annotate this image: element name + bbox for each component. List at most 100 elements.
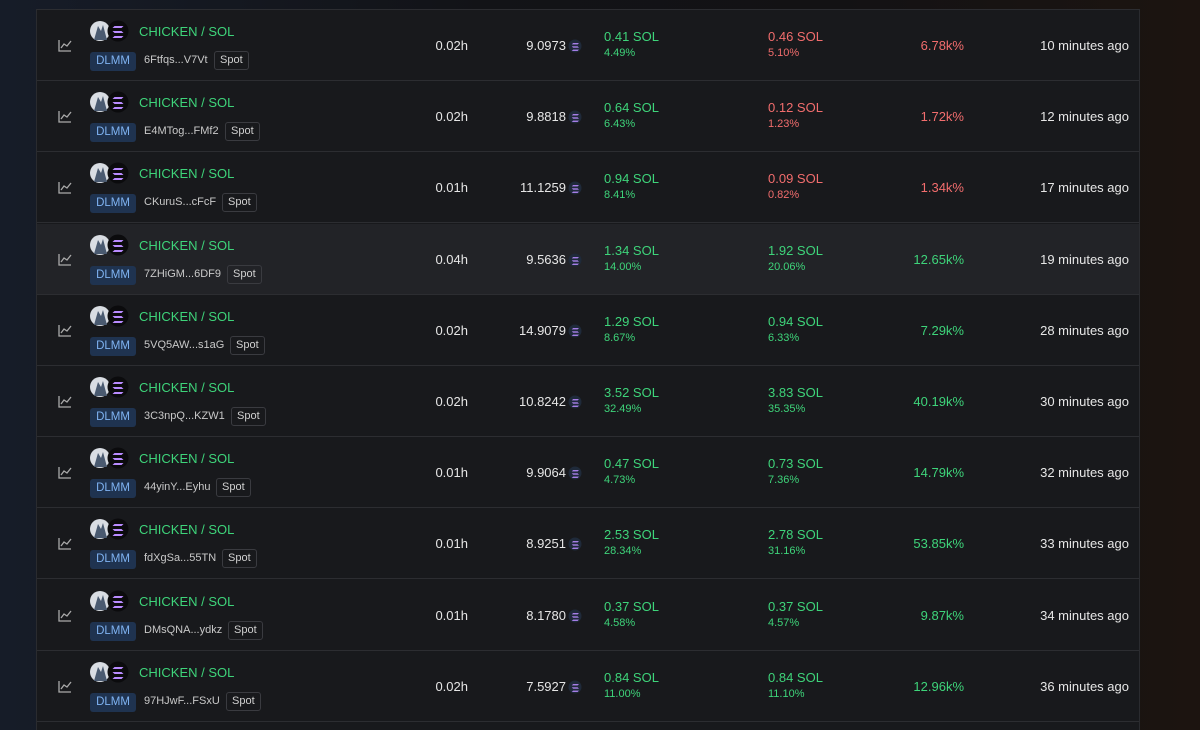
time-ago: 17 minutes ago bbox=[1040, 180, 1129, 196]
position-row[interactable]: CHICKEN / SOL DLMM 7ZHiGM...6DF9 Spot 0.04h 9… bbox=[37, 223, 1139, 295]
pool-address: 5VQ5AW...s1aG bbox=[144, 338, 225, 351]
strategy-tag: Spot bbox=[222, 193, 257, 213]
position-age: 0.01h bbox=[435, 536, 468, 552]
position-age: 0.02h bbox=[435, 678, 468, 694]
pnl-amount: 0.73 SOL bbox=[768, 456, 823, 472]
fees-amount: 2.53 SOL bbox=[604, 527, 659, 543]
roi: 1.72k% bbox=[920, 109, 964, 125]
position-age: 0.01h bbox=[435, 465, 468, 481]
price: 14.9079 bbox=[519, 322, 566, 338]
sol-avatar bbox=[107, 661, 129, 683]
position-row[interactable]: CHICKEN / SOL DLMM 6Ftfqs...V7Vt Spot 0.02h 9… bbox=[37, 10, 1139, 81]
time-ago: 32 minutes ago bbox=[1040, 465, 1129, 481]
pnl-amount: 3.83 SOL bbox=[768, 385, 823, 400]
chart-icon[interactable] bbox=[57, 465, 73, 481]
chart-icon[interactable] bbox=[57, 323, 73, 339]
price: 9.5636 bbox=[526, 251, 566, 267]
pnl-percent: 1.23% bbox=[768, 118, 800, 131]
position-row[interactable]: CHICKEN / SOL DLMM DMsQNA...ydkz Spot 0.01h 8… bbox=[37, 580, 1139, 651]
chart-icon[interactable] bbox=[57, 180, 73, 196]
roi: 40.19k% bbox=[913, 394, 964, 409]
chart-icon[interactable] bbox=[57, 536, 73, 552]
roi: 12.65k% bbox=[913, 251, 964, 267]
pnl-amount: 2.78 SOL bbox=[768, 527, 823, 543]
price: 7.5927 bbox=[526, 678, 566, 694]
roi: 53.85k% bbox=[913, 536, 964, 552]
fees-percent: 14.00% bbox=[604, 260, 642, 273]
time-ago: 12 minutes ago bbox=[1040, 109, 1129, 125]
pair-name: CHICKEN / SOL bbox=[139, 593, 235, 609]
chart-icon[interactable] bbox=[57, 38, 73, 54]
chart-icon[interactable] bbox=[57, 608, 73, 624]
pool-type-badge: DLMM bbox=[90, 52, 136, 71]
fees-percent: 28.34% bbox=[604, 545, 642, 558]
pool-type-badge: DLMM bbox=[90, 265, 136, 285]
position-row[interactable]: CHICKEN / SOL DLMM 97HJwF...FSxU Spot 0.02h 7… bbox=[37, 651, 1139, 722]
roi: 1.34k% bbox=[920, 180, 964, 196]
position-row[interactable]: CHICKEN / SOL DLMM E4MTog...FMf2 Spot 0.02h 9… bbox=[37, 81, 1139, 153]
token-avatar bbox=[90, 377, 110, 397]
pnl-amount: 0.12 SOL bbox=[768, 100, 823, 116]
sol-icon bbox=[568, 395, 582, 409]
position-row[interactable]: CHICKEN / SOL DLMM 3C3npQ...KZW1 Spot 0.02h 1… bbox=[37, 366, 1139, 437]
sol-icon bbox=[568, 537, 582, 551]
pool-address: DMsQNA...ydkz bbox=[144, 623, 223, 636]
pool-type-badge: DLMM bbox=[90, 408, 136, 427]
position-row[interactable]: CHICKEN / SOL DLMM 5VQ5AW...s1aG Spot 0.02h 1… bbox=[37, 295, 1139, 366]
token-avatar bbox=[90, 448, 110, 469]
pnl-amount: 0.94 SOL bbox=[768, 313, 823, 329]
pool-type-badge: DLMM bbox=[90, 336, 136, 356]
sol-icon bbox=[568, 324, 582, 338]
sol-icon bbox=[568, 110, 582, 124]
pool-type-badge: DLMM bbox=[90, 123, 136, 143]
pair-name: CHICKEN / SOL bbox=[139, 380, 235, 395]
time-ago: 10 minutes ago bbox=[1040, 38, 1129, 53]
chart-icon[interactable] bbox=[57, 252, 73, 268]
pair-name: CHICKEN / SOL bbox=[139, 24, 235, 39]
strategy-tag: Spot bbox=[228, 620, 263, 640]
pool-address: 44yinY...Eyhu bbox=[144, 481, 211, 494]
strategy-tag: Spot bbox=[214, 51, 249, 70]
roi: 6.78k% bbox=[920, 38, 964, 53]
token-avatar bbox=[90, 234, 110, 255]
sol-icon bbox=[568, 609, 582, 623]
chart-icon[interactable] bbox=[57, 109, 73, 125]
pnl-percent: 11.10% bbox=[768, 687, 805, 700]
position-row[interactable]: CHICKEN / SOL DLMM 44yinY...Eyhu Spot 0.01h 9… bbox=[37, 437, 1139, 509]
sol-icon bbox=[568, 466, 582, 480]
position-row[interactable]: CHICKEN / SOL DLMM CKuruS...cFcF Spot 0.01h 1… bbox=[37, 152, 1139, 224]
position-age: 0.02h bbox=[435, 394, 468, 409]
pool-type-badge: DLMM bbox=[90, 692, 136, 712]
fees-percent: 6.43% bbox=[604, 118, 636, 131]
pnl-amount: 0.84 SOL bbox=[768, 669, 823, 685]
fees-amount: 3.52 SOL bbox=[604, 385, 659, 400]
strategy-tag: Spot bbox=[216, 478, 251, 498]
pair-name: CHICKEN / SOL bbox=[139, 451, 235, 467]
fees-amount: 0.84 SOL bbox=[604, 669, 659, 685]
pnl-percent: 7.36% bbox=[768, 474, 800, 487]
pnl-amount: 0.09 SOL bbox=[768, 171, 823, 187]
pool-type-badge: DLMM bbox=[90, 550, 136, 570]
chart-icon[interactable] bbox=[57, 679, 73, 695]
fees-amount: 0.41 SOL bbox=[604, 29, 659, 44]
sol-avatar bbox=[107, 590, 129, 612]
position-row[interactable]: CHICKEN / SOL DLMM fdXgSa...55TN Spot 0.01h 8… bbox=[37, 508, 1139, 580]
chart-icon[interactable] bbox=[57, 394, 73, 410]
position-age: 0.04h bbox=[435, 251, 468, 267]
pool-address: fdXgSa...55TN bbox=[144, 552, 217, 565]
fees-amount: 0.94 SOL bbox=[604, 171, 659, 187]
price: 9.8818 bbox=[526, 109, 566, 125]
price: 9.0973 bbox=[526, 38, 566, 53]
pool-address: 3C3npQ...KZW1 bbox=[144, 410, 225, 422]
sol-icon bbox=[568, 680, 582, 694]
token-avatar bbox=[90, 590, 110, 611]
pnl-percent: 5.10% bbox=[768, 47, 800, 59]
pnl-percent: 35.35% bbox=[768, 403, 806, 415]
sol-avatar bbox=[107, 91, 129, 113]
pool-address: 6Ftfqs...V7Vt bbox=[144, 54, 208, 66]
token-avatar bbox=[90, 519, 110, 540]
pnl-amount: 0.46 SOL bbox=[768, 29, 823, 44]
roi: 14.79k% bbox=[913, 465, 964, 481]
pool-address: 97HJwF...FSxU bbox=[144, 694, 220, 707]
